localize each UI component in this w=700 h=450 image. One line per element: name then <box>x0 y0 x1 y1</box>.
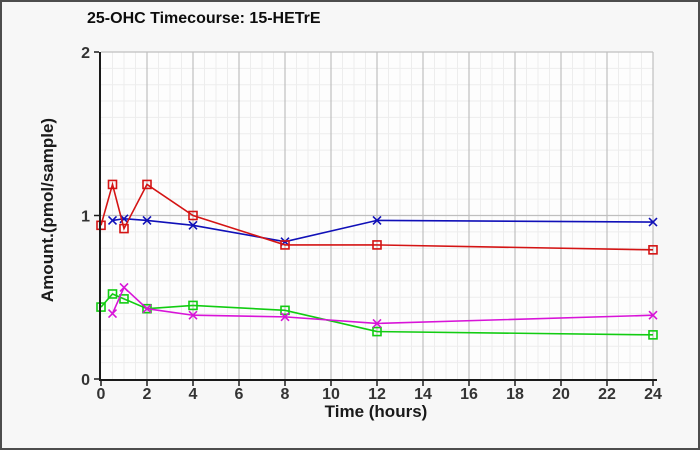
marker-square-red-squares <box>119 223 129 234</box>
series-line-green-squares <box>100 293 654 336</box>
x-tick-label: 6 <box>235 386 244 403</box>
marker-x-magenta-x <box>648 310 658 320</box>
marker-x-blue-x <box>142 215 152 225</box>
x-tick-label: 8 <box>281 386 290 403</box>
marker-x-magenta-x <box>107 309 118 319</box>
marker-square-green-squares <box>119 294 129 304</box>
x-tick-label: 20 <box>552 386 570 403</box>
marker-square-red-squares <box>142 179 152 190</box>
x-tick-label: 0 <box>97 386 106 403</box>
y-tick-label: 2 <box>81 45 90 62</box>
marker-x-blue-x <box>188 220 198 230</box>
marker-square-green-squares <box>107 289 118 299</box>
y-tick-label: 0 <box>81 372 90 389</box>
y-axis-label: Amount.(pmol/sample) <box>38 117 57 303</box>
marker-square-red-squares <box>280 240 290 250</box>
x-tick-label: 24 <box>644 386 662 403</box>
marker-x-magenta-x <box>188 310 198 320</box>
y-tick-label: 1 <box>81 209 90 226</box>
x-tick-label: 18 <box>506 386 524 403</box>
x-tick-label: 12 <box>368 386 386 403</box>
x-tick-label: 10 <box>322 386 340 403</box>
marker-x-blue-x <box>648 217 658 227</box>
marker-x-magenta-x <box>372 318 382 328</box>
marker-square-red-squares <box>107 179 118 190</box>
marker-square-green-squares <box>188 300 198 311</box>
marker-x-magenta-x <box>142 304 152 314</box>
marker-square-green-squares <box>280 305 290 316</box>
marker-x-blue-x <box>372 215 382 225</box>
x-tick-label: 4 <box>189 386 198 403</box>
x-axis-label: Time (hours) <box>324 402 428 421</box>
marker-square-red-squares <box>372 240 382 250</box>
x-tick-label: 16 <box>460 386 478 403</box>
x-tick-label: 2 <box>143 386 152 403</box>
marker-x-blue-x <box>107 215 118 225</box>
x-tick-label: 22 <box>598 386 616 403</box>
marker-square-red-squares <box>648 245 658 255</box>
x-tick-label: 14 <box>414 386 432 403</box>
marker-square-green-squares <box>372 326 382 337</box>
series-line-red-squares <box>100 181 654 251</box>
chart-title: 25-OHC Timecourse: 15-HETrE <box>87 10 321 27</box>
marker-x-magenta-x <box>280 312 290 322</box>
marker-x-magenta-x <box>119 282 129 293</box>
marker-square-green-squares <box>648 330 658 340</box>
marker-square-red-squares <box>188 210 198 221</box>
